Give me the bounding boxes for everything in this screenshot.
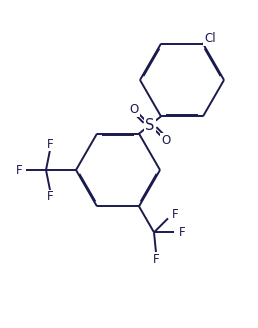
Text: Cl: Cl <box>204 32 216 45</box>
Text: O: O <box>130 103 139 116</box>
Text: O: O <box>161 134 170 147</box>
Text: F: F <box>47 191 53 203</box>
Text: F: F <box>172 208 178 221</box>
Text: S: S <box>145 117 155 133</box>
Text: F: F <box>16 163 22 176</box>
Text: F: F <box>47 137 53 151</box>
Text: F: F <box>179 226 185 239</box>
Text: F: F <box>153 253 159 266</box>
